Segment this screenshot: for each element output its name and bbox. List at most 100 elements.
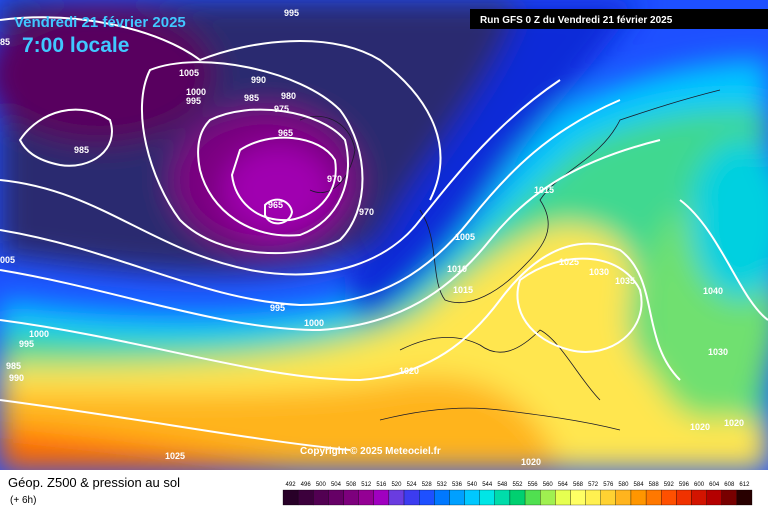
isobar-label: 1040 xyxy=(703,286,723,296)
legend-level: 604 xyxy=(709,482,720,488)
legend-level: 576 xyxy=(603,482,614,488)
isobar-label: 1025 xyxy=(165,451,185,461)
isobar-label: 980 xyxy=(281,91,296,101)
legend-swatch xyxy=(645,489,662,506)
isobars xyxy=(0,16,768,451)
isobar-label: 985 xyxy=(6,361,21,371)
legend-swatch xyxy=(524,489,541,506)
legend-level: 500 xyxy=(316,482,327,488)
isobar-label: 1005 xyxy=(179,68,199,78)
isobar-label: 970 xyxy=(327,174,342,184)
legend-level: 516 xyxy=(376,482,387,488)
isobar-label: 1015 xyxy=(534,185,554,195)
legend-level: 600 xyxy=(694,482,705,488)
legend-level: 528 xyxy=(422,482,433,488)
isobar-labels: 995 85 1005 990 1000 995 985 980 975 965… xyxy=(0,8,744,467)
isobar-label: 970 xyxy=(359,207,374,217)
legend-swatch xyxy=(540,489,556,506)
isobar-label: 995 xyxy=(186,96,201,106)
legend-swatch xyxy=(464,489,480,506)
legend-level: 608 xyxy=(724,482,735,488)
legend-level: 556 xyxy=(528,482,539,488)
legend-swatch xyxy=(509,489,526,506)
isobar-label: 965 xyxy=(278,128,293,138)
legend-level: 612 xyxy=(739,482,750,488)
legend-swatch xyxy=(555,489,571,506)
isobar-label: 990 xyxy=(9,373,24,383)
legend-level: 592 xyxy=(664,482,675,488)
legend-swatch xyxy=(388,489,405,506)
legend-swatch xyxy=(403,489,420,506)
legend-swatch xyxy=(373,489,390,506)
isobar-label: 1020 xyxy=(521,457,541,467)
legend-swatch xyxy=(282,489,299,506)
isobar-label: 975 xyxy=(274,104,289,114)
legend-swatch xyxy=(328,489,344,506)
isobar-label: 1020 xyxy=(690,422,710,432)
legend-swatch xyxy=(630,489,647,506)
legend-title: Géop. Z500 & pression au sol xyxy=(8,475,180,490)
legend-level: 532 xyxy=(437,482,448,488)
legend-swatch xyxy=(494,489,511,506)
isobar-label: 985 xyxy=(74,145,89,155)
legend-swatch xyxy=(297,489,314,506)
legend-level: 504 xyxy=(331,482,342,488)
isobar-label: 1000 xyxy=(304,318,324,328)
legend-swatch xyxy=(721,489,738,506)
run-box xyxy=(470,9,768,29)
legend-level: 564 xyxy=(558,482,569,488)
isobar-label: 1020 xyxy=(724,418,744,428)
legend-level: 536 xyxy=(452,482,463,488)
isobar-label: 1010 xyxy=(447,264,467,274)
legend-level: 524 xyxy=(407,482,418,488)
legend-swatch xyxy=(691,489,707,506)
isobar-label: 1015 xyxy=(453,285,473,295)
legend-swatch xyxy=(661,489,677,506)
legend-swatch xyxy=(449,489,465,506)
legend-swatch xyxy=(479,489,495,506)
legend-level: 520 xyxy=(391,482,402,488)
legend-level: 552 xyxy=(512,482,523,488)
copyright: Copyright © 2025 Meteociel.fr xyxy=(300,446,441,457)
coastlines xyxy=(299,89,721,431)
legend-level: 584 xyxy=(634,482,645,488)
isobar-label: 1020 xyxy=(399,366,419,376)
legend-level: 496 xyxy=(301,482,312,488)
isobar-label: 990 xyxy=(251,75,266,85)
legend-swatch xyxy=(419,489,435,506)
run-info: Run GFS 0 Z du Vendredi 21 février 2025 xyxy=(480,15,673,26)
legend-level: 512 xyxy=(361,482,372,488)
legend-level: 544 xyxy=(482,482,493,488)
legend-swatch xyxy=(706,489,722,506)
isobar-label: 1005 xyxy=(455,232,475,242)
legend-level: 572 xyxy=(588,482,599,488)
legend-level: 508 xyxy=(346,482,357,488)
legend-swatch xyxy=(343,489,359,506)
legend-level: 540 xyxy=(467,482,478,488)
legend-swatch xyxy=(434,489,450,506)
legend-level: 492 xyxy=(286,482,297,488)
legend-swatch xyxy=(313,489,329,506)
legend-level: 560 xyxy=(543,482,554,488)
isobar-label: 995 xyxy=(284,8,299,18)
legend-swatch xyxy=(676,489,692,506)
legend-swatch xyxy=(585,489,601,506)
isobar-label: 1030 xyxy=(589,267,609,277)
legend-swatch xyxy=(570,489,586,506)
isobar-label: 995 xyxy=(270,303,285,313)
local-time: 7:00 locale xyxy=(22,34,129,57)
date: Vendredi 21 février 2025 xyxy=(14,14,186,31)
legend-level: 568 xyxy=(573,482,584,488)
isobar-label: 1030 xyxy=(708,347,728,357)
legend-level: 596 xyxy=(679,482,690,488)
legend-swatch xyxy=(600,489,616,506)
legend-swatch xyxy=(736,489,753,506)
isobar-label: 1025 xyxy=(559,257,579,267)
isobar-label: 985 xyxy=(244,93,259,103)
isobar-label: 995 xyxy=(19,339,34,349)
legend-swatch xyxy=(615,489,632,506)
legend-level: 548 xyxy=(497,482,508,488)
isobar-label: 1000 xyxy=(186,87,206,97)
field xyxy=(0,0,768,471)
